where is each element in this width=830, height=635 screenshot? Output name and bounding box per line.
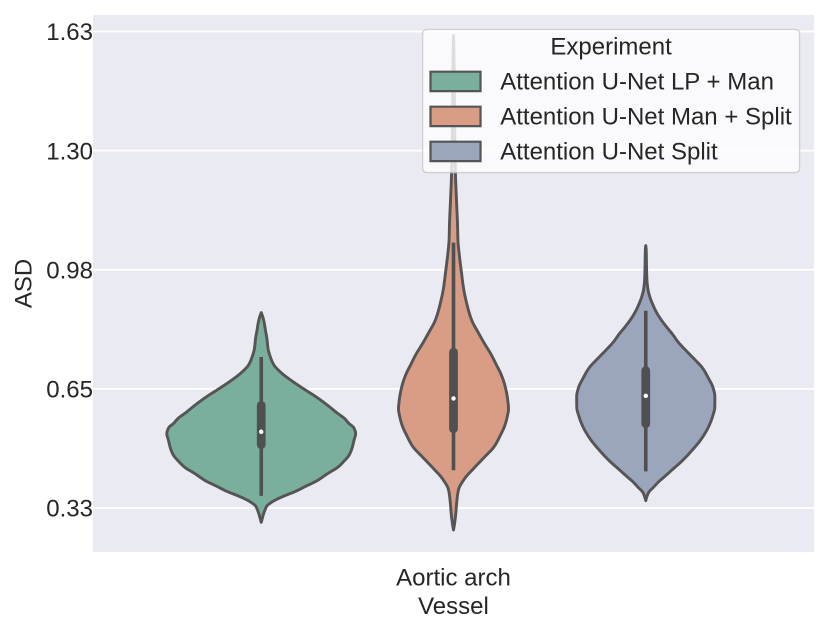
svg-text:0.65: 0.65: [46, 377, 93, 404]
svg-text:Vessel: Vessel: [418, 593, 489, 620]
svg-text:1.63: 1.63: [46, 19, 93, 46]
svg-text:0.33: 0.33: [46, 496, 93, 523]
svg-text:Attention U-Net Split: Attention U-Net Split: [500, 139, 718, 166]
svg-text:Aortic arch: Aortic arch: [396, 564, 511, 591]
svg-text:ASD: ASD: [11, 259, 38, 308]
svg-text:Experiment: Experiment: [550, 34, 672, 61]
svg-text:0.98: 0.98: [46, 257, 93, 284]
svg-text:Attention U-Net LP + Man: Attention U-Net LP + Man: [500, 69, 774, 96]
svg-text:1.30: 1.30: [46, 138, 93, 165]
svg-text:Attention U-Net Man + Split: Attention U-Net Man + Split: [500, 104, 792, 131]
